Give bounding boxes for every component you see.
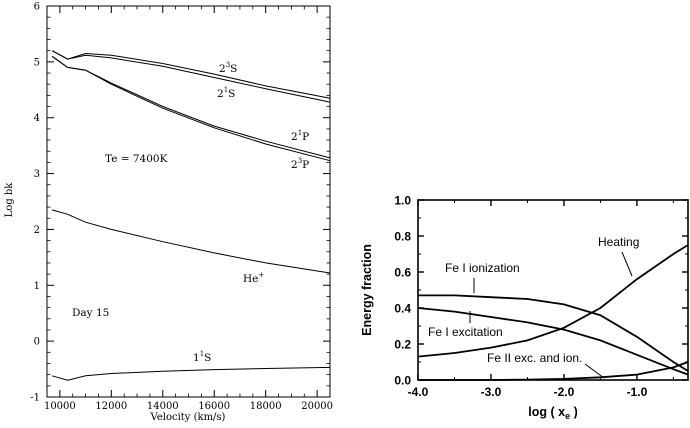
left-y-tick-label: 6 [34,2,40,13]
left-x-tick-label: 12000 [95,401,127,412]
label-he-plus: He+ [243,271,264,285]
right-y-axis-label: Energy fraction [360,244,374,336]
right-y-tick-label: 0.2 [394,338,411,352]
left-x-tick-label: 18000 [250,401,282,412]
right-ticks: -4.0 -3.0 -2.0 -1.0 0.0 0.2 0.4 0.6 0.8 1.0 [394,194,688,399]
left-y-tick-label: 5 [34,57,40,68]
annotation-day: Day 15 [72,307,109,319]
left-series-line-3 [51,55,331,162]
left-y-tick-label: 0 [34,337,40,348]
left-y-tick-label: 4 [34,113,40,124]
label-2-3-P: 23P [291,157,309,171]
left-ticks: 10000 12000 14000 16000 18000 20000 -1 0 1 2 3 4 5 6 [30,2,333,413]
left-y-tick-label: 3 [34,169,40,180]
left-x-tick-label: 10000 [44,401,76,412]
right-y-tick-label: 0.0 [394,374,411,388]
right-series [417,244,689,381]
annotation-te: Te = 7400K [105,153,168,165]
right-y-tick-label: 0.4 [394,302,411,316]
left-y-axis-label: Log bk [4,182,15,218]
left-x-tick-label: 20000 [301,401,333,412]
right-x-tick-label: -2.0 [554,385,575,399]
left-x-axis-label: Velocity (km/s) [150,412,226,423]
left-series-line-2 [51,55,331,159]
left-series-line-4 [51,209,331,274]
left-chart: 10000 12000 14000 16000 18000 20000-10123456 … [4,2,333,424]
right-x-tick-label: -4.0 [408,385,429,399]
legend-fe-ii-exc-and-ion: Fe II exc. and ion. [487,351,582,365]
right-chart: -4.0 -3.0 -2.0 -1.0 0.0 0.2 0.4 0.6 0.8 1.0 log (… [360,194,689,421]
label-1-1-S: 11S [193,350,211,364]
left-plot-frame [46,5,331,398]
legend-heating: Heating [598,235,639,249]
legend-fe-i-excitation: Fe I excitation [428,325,503,339]
left-series-line-5 [51,366,331,381]
right-series-line-3 [418,361,689,381]
left-series-line-1 [51,50,331,103]
right-y-tick-label: 0.6 [394,266,411,280]
arrow-heating [621,251,633,277]
label-2-1-S: 21S [217,86,235,100]
left-y-tick-label: 1 [34,281,40,292]
right-x-tick-label: -3.0 [481,385,502,399]
left-x-tick-label: 14000 [147,401,179,412]
right-y-tick-label: 0.8 [394,230,411,244]
right-x-tick-label: -1.0 [627,385,648,399]
left-series [51,50,331,381]
right-y-tick-label: 1.0 [394,194,411,208]
right-series-line-1 [418,294,689,372]
legend-fe-i-ionization: Fe I ionization [445,261,520,275]
left-y-tick-label: 2 [34,225,40,236]
label-2-3-S: 23S [219,61,237,75]
right-series-line-0 [417,244,689,358]
label-2-1-P: 21P [291,129,309,143]
right-series-line-2 [417,307,689,376]
left-y-tick-label: -1 [30,393,40,404]
right-x-axis-label: log ( xe ) [528,405,577,421]
left-x-tick-label: 16000 [198,401,230,412]
arrow-fe-ii [584,363,605,379]
